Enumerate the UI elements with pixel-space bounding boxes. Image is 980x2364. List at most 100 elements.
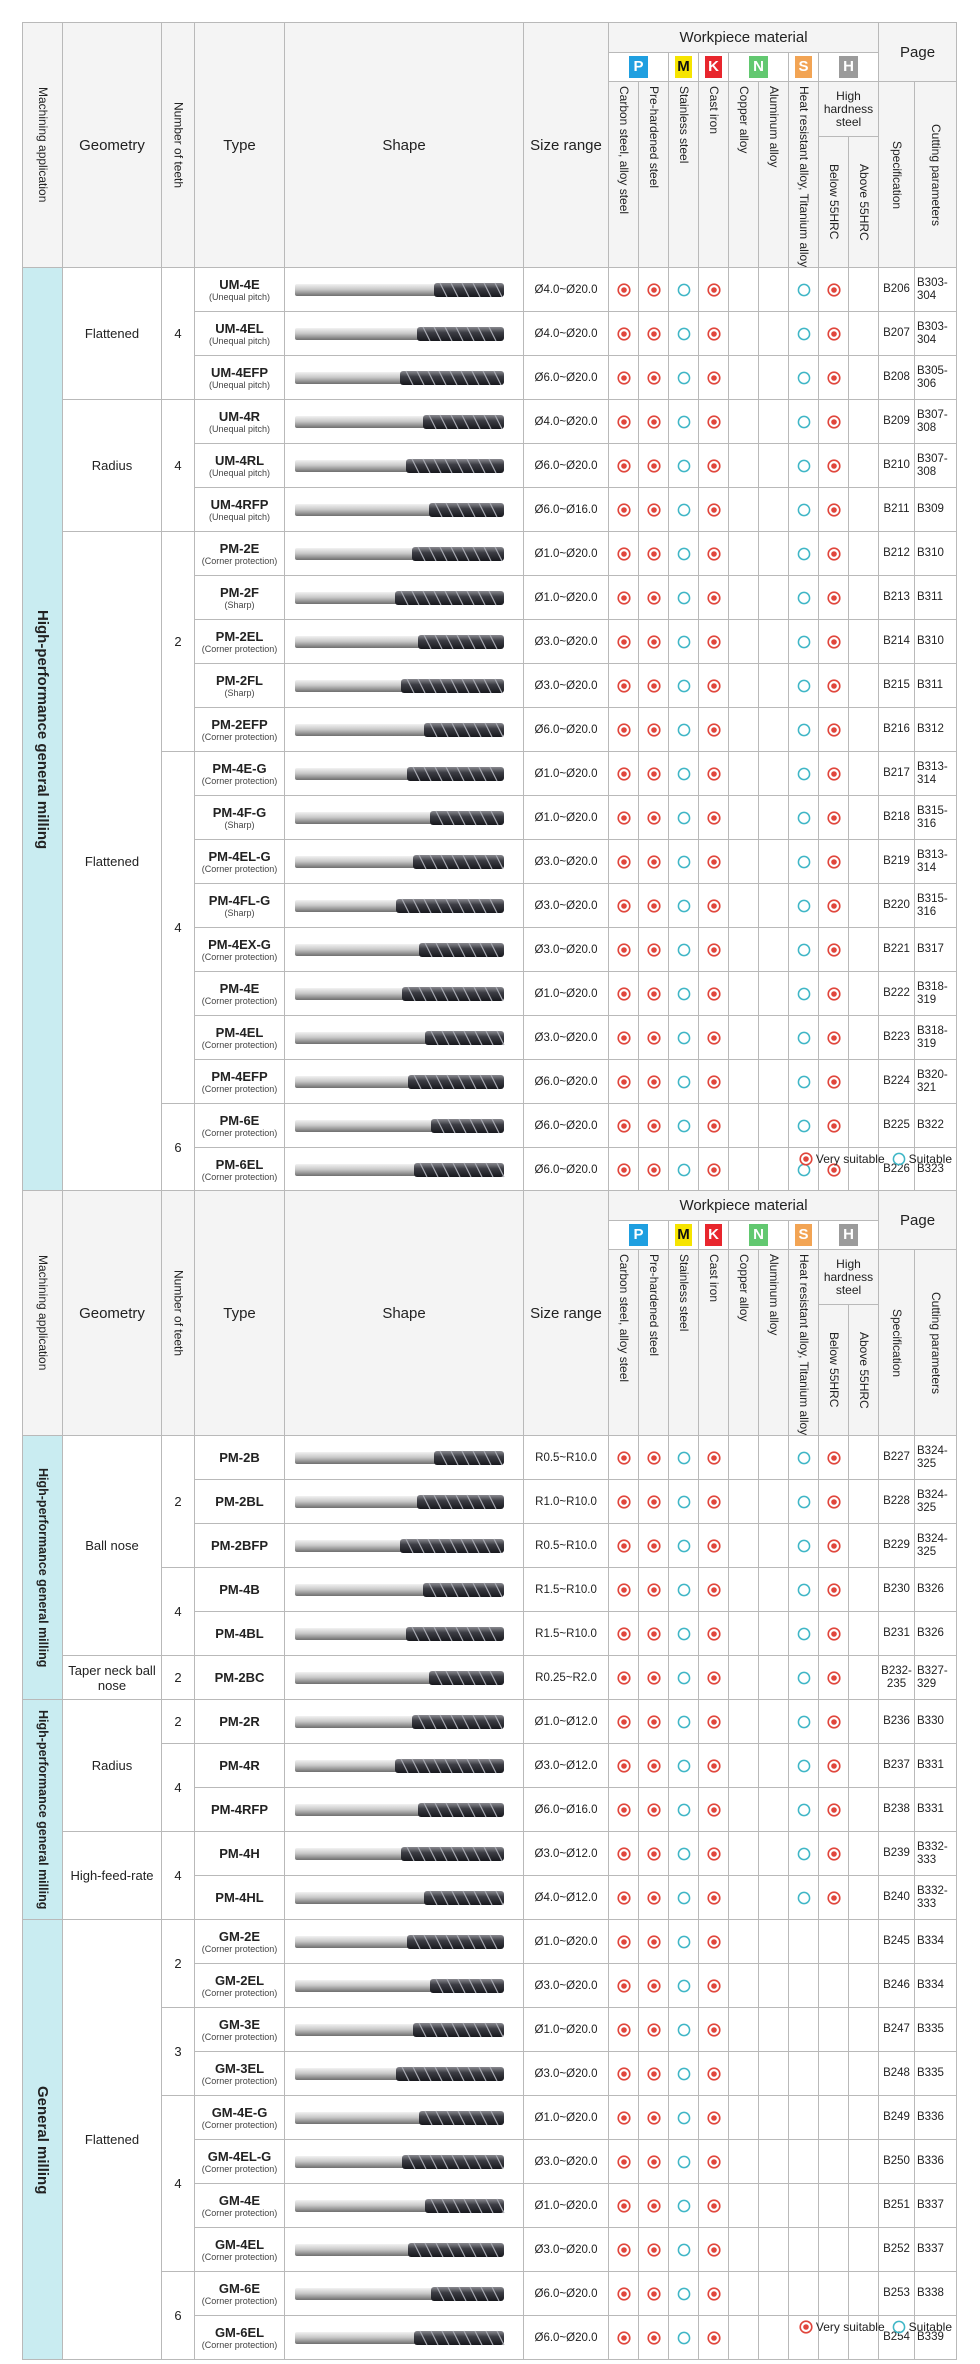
tool-flute-edge [467, 502, 476, 517]
rating-inner [830, 1034, 837, 1041]
rating-cell [608, 1743, 639, 1789]
spec-page: B214 [883, 635, 910, 648]
type-cell: PM-4FL-G (Sharp) [194, 883, 285, 929]
tool-flute-edge [484, 986, 493, 1001]
tool-flute-edge [445, 898, 454, 913]
rating-inner [620, 286, 627, 293]
type-name: PM-4F-G [212, 805, 267, 821]
tool-flute-edge [430, 2198, 439, 2213]
rating-icon [677, 371, 690, 385]
header-text: Shape [382, 136, 426, 154]
spec-page: B222 [883, 987, 910, 1000]
tool-flute-edge [452, 2198, 461, 2213]
product-row: PM-4EFP (Corner protection) Ø6.0~Ø20.0 B224… [23, 1059, 958, 1105]
rating-inner [650, 462, 657, 469]
rating-cell [668, 267, 699, 313]
tool-image [295, 546, 504, 561]
tool-flute-edge [494, 1714, 503, 1729]
rating-cell [638, 2095, 669, 2141]
tool-flute-edge [435, 810, 444, 825]
spec-page: B249 [883, 2111, 910, 2124]
tool-image [295, 854, 504, 869]
shape-cell [284, 1611, 524, 1657]
rating-cell [788, 1743, 819, 1789]
rating-icon [646, 723, 661, 737]
tool-flute-edge [455, 326, 464, 341]
shape-cell [284, 971, 524, 1017]
rating-cell [728, 2271, 759, 2317]
rating-cell [608, 2315, 639, 2361]
params-cell: B339 [914, 2315, 958, 2361]
tool-flute-edge [418, 2022, 427, 2037]
rating-icon [646, 1847, 661, 1861]
product-row: High-performance general milling Flattene… [22, 267, 958, 1193]
rating-icon [826, 1803, 841, 1817]
rating-cell [698, 1103, 729, 1149]
shape-cell [284, 1875, 524, 1921]
rating-cell [638, 663, 669, 709]
type-name: PM-2EFP [211, 717, 268, 733]
tool-flute-edge [412, 766, 421, 781]
tool-flute-edge [429, 854, 438, 869]
shape-cell [284, 2007, 524, 2053]
application-cell: High-performance general milling [22, 1699, 63, 1921]
rating-ring [797, 327, 810, 341]
tool-flute-edge [494, 678, 503, 693]
tool-flute-edge [450, 1582, 459, 1597]
rating-inner [650, 2334, 657, 2341]
type-cell: PM-6EL (Corner protection) [194, 1147, 285, 1193]
rating-inner [650, 1034, 657, 1041]
spec-page: B229 [883, 1539, 910, 1552]
tool-shank [295, 1075, 412, 1088]
rating-inner [620, 1542, 627, 1549]
rating-cell [668, 531, 699, 577]
rating-cell [788, 1875, 819, 1921]
tool-shank [295, 1539, 404, 1552]
type-note: (Corner protection) [201, 1040, 278, 1051]
tool-flute-edge [446, 2110, 455, 2125]
rating-icon [646, 1031, 661, 1045]
rating-cell [698, 1611, 729, 1657]
header-text: Workpiece material [679, 29, 808, 46]
tool-flute-edge [438, 370, 447, 385]
rating-cell [818, 487, 849, 533]
tool-flute-edge [457, 1978, 466, 1993]
tool-flute-edge [483, 1450, 492, 1465]
tool-flute-edge [483, 414, 492, 429]
spec-cell: B210 [878, 443, 916, 489]
tool-flute-edge [412, 1934, 421, 1949]
tool-flute-edge [495, 986, 504, 1001]
teeth-count: 4 [174, 920, 182, 936]
rating-icon [646, 327, 661, 341]
rating-cell [638, 619, 669, 665]
tool-flute-edge [494, 546, 503, 561]
rating-icon [646, 943, 661, 957]
tool-shank [295, 371, 404, 384]
tool-shank [295, 1627, 410, 1640]
rating-cell [847, 619, 880, 665]
size-cell: Ø1.0~Ø20.0 [523, 2095, 609, 2141]
rating-cell [698, 751, 729, 797]
size-cell: Ø3.0~Ø20.0 [523, 663, 609, 709]
header-text: Machining application [36, 1255, 50, 1371]
tool-flute-edge [436, 1118, 445, 1133]
tool-flute-edge [429, 1890, 438, 1905]
rating-inner [830, 902, 837, 909]
rating-cell [698, 1147, 729, 1193]
rating-icon [706, 415, 721, 429]
size-range: Ø3.0~Ø20.0 [534, 2067, 598, 2080]
product-row: GM-6EL (Corner protection) Ø6.0~Ø20.0 B254 B… [23, 2315, 958, 2361]
rating-cell [608, 2139, 639, 2185]
rating-inner [710, 1498, 717, 1505]
rating-cell [698, 2271, 729, 2317]
rating-cell [788, 839, 819, 885]
tool-flute [400, 370, 504, 385]
type-note: (Corner protection) [201, 1128, 278, 1139]
rating-inner [650, 2158, 657, 2165]
tool-flute-edge [484, 854, 493, 869]
tool-image [295, 2066, 504, 2081]
params-cell: B309 [914, 487, 958, 533]
rating-cell [698, 883, 729, 929]
product-row: PM-2FL (Sharp) Ø3.0~Ø20.0 B215 B311 [23, 663, 958, 709]
rating-cell [758, 1147, 789, 1193]
